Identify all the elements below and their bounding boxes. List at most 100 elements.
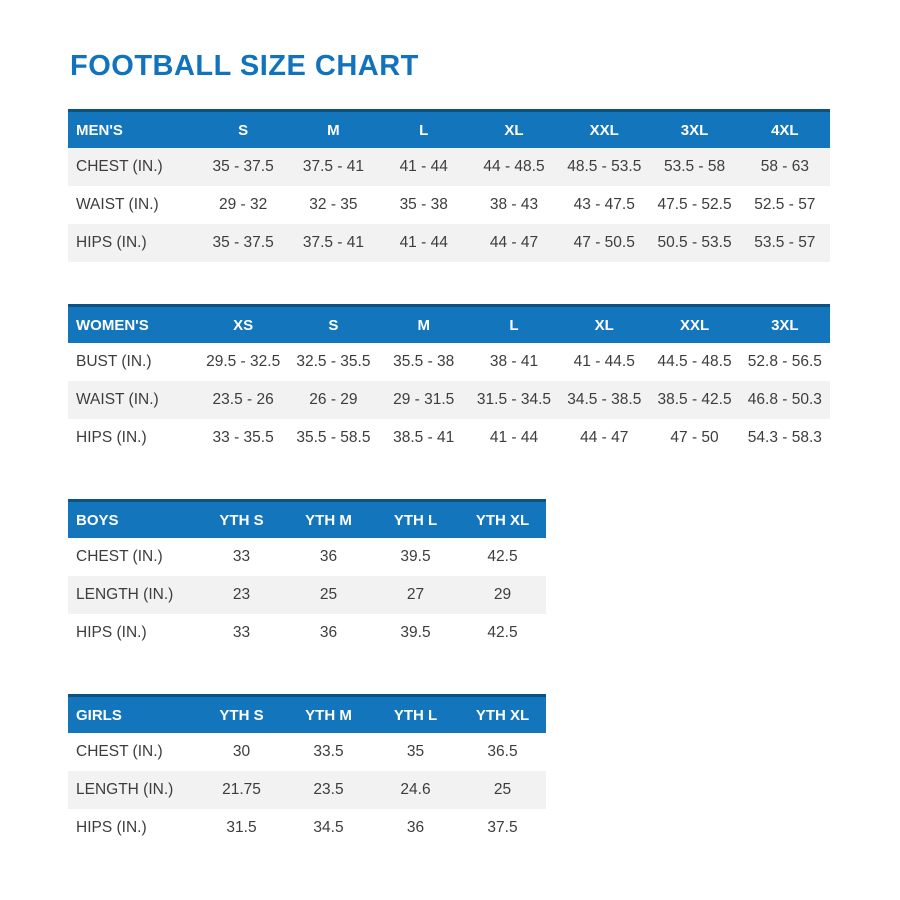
measurement-value-cell: 52.5 - 57 — [739, 186, 830, 224]
measurement-value-cell: 38 - 43 — [468, 186, 560, 224]
measurement-value-cell: 36 — [372, 809, 459, 847]
page-title: FOOTBALL SIZE CHART — [70, 50, 419, 82]
boys-size-table: BOYS YTH S YTH M YTH L YTH XL CHEST (IN.) 33 36… — [68, 499, 546, 652]
measurement-label-text: BUST (IN.) — [76, 352, 152, 370]
size-header-cell: 3XL — [739, 304, 830, 343]
measurement-value-cell: 30 — [198, 733, 285, 771]
measurement-value-cell: 39.5 — [372, 538, 459, 576]
measurement-label-text: CHEST (IN.) — [76, 547, 163, 565]
measurement-label-text: LENGTH (IN.) — [76, 780, 173, 798]
measurement-label-text: HIPS (IN.) — [76, 428, 147, 446]
measurement-row: BUST (IN.) 29.5 - 32.5 32.5 - 35.5 35.5 - 3… — [68, 343, 830, 381]
measurement-value-cell: 36 — [285, 614, 372, 652]
size-header-cell: YTH XL — [459, 499, 546, 538]
size-header-cell: 3XL — [649, 109, 740, 148]
size-header-cell: M — [378, 304, 469, 343]
measurement-value-cell: 36 — [285, 538, 372, 576]
measurement-value-cell: 38.5 - 41 — [378, 419, 469, 457]
measurement-value-cell: 32 - 35 — [288, 186, 379, 224]
measurement-value-cell: 48.5 - 53.5 — [559, 148, 650, 186]
measurement-value-cell: 35 - 37.5 — [198, 224, 289, 262]
size-header-cell: YTH S — [198, 694, 285, 733]
size-header-row: GIRLS YTH S YTH M YTH L YTH XL — [68, 694, 546, 733]
measurement-value-cell: 41 - 44 — [378, 224, 469, 262]
size-header-cell: S — [198, 109, 289, 148]
measurement-label-cell: LENGTH (IN.) — [68, 771, 198, 809]
measurement-value-cell: 35.5 - 38 — [378, 343, 469, 381]
measurement-value-cell: 44.5 - 48.5 — [649, 343, 740, 381]
group-name-header-cell: MEN'S — [68, 109, 198, 148]
measurement-label-cell: HIPS (IN.) — [68, 419, 198, 457]
measurement-row: HIPS (IN.) 33 36 39.5 42.5 — [68, 614, 546, 652]
measurement-row: WAIST (IN.) 29 - 32 32 - 35 35 - 38 38 - 43 4… — [68, 186, 830, 224]
size-header-cell: YTH XL — [459, 694, 546, 733]
group-name-header-cell: WOMEN'S — [68, 304, 198, 343]
measurement-value-cell: 38.5 - 42.5 — [649, 381, 740, 419]
size-header-cell: YTH M — [285, 694, 372, 733]
measurement-value-cell: 33 — [198, 614, 285, 652]
measurement-value-cell: 42.5 — [459, 538, 546, 576]
measurement-label-cell: HIPS (IN.) — [68, 809, 198, 847]
measurement-value-cell: 21.75 — [198, 771, 285, 809]
measurement-value-cell: 41 - 44 — [378, 148, 469, 186]
size-header-cell: S — [288, 304, 379, 343]
size-header-cell: XS — [198, 304, 289, 343]
measurement-value-cell: 33.5 — [285, 733, 372, 771]
size-header-cell: M — [288, 109, 379, 148]
measurement-label-text: HIPS (IN.) — [76, 233, 147, 251]
measurement-value-cell: 42.5 — [459, 614, 546, 652]
measurement-row: LENGTH (IN.) 21.75 23.5 24.6 25 — [68, 771, 546, 809]
measurement-value-cell: 23 — [198, 576, 285, 614]
size-header-cell: XXL — [559, 109, 650, 148]
measurement-value-cell: 50.5 - 53.5 — [649, 224, 740, 262]
womens-size-table: WOMEN'S XS S M L XL XXL 3XL BUST (IN.) 29.5 - 32.… — [68, 304, 830, 457]
size-header-cell: YTH L — [372, 694, 459, 733]
measurement-value-cell: 23.5 — [285, 771, 372, 809]
measurement-label-cell: CHEST (IN.) — [68, 733, 198, 771]
measurement-row: HIPS (IN.) 35 - 37.5 37.5 - 41 41 - 44 44 - … — [68, 224, 830, 262]
measurement-label-cell: HIPS (IN.) — [68, 614, 198, 652]
measurement-label-text: HIPS (IN.) — [76, 818, 147, 836]
measurement-value-cell: 43 - 47.5 — [559, 186, 650, 224]
measurement-value-cell: 25 — [459, 771, 546, 809]
measurement-value-cell: 35 - 37.5 — [198, 148, 289, 186]
size-header-row: BOYS YTH S YTH M YTH L YTH XL — [68, 499, 546, 538]
measurement-row: WAIST (IN.) 23.5 - 26 26 - 29 29 - 31.5 31.5… — [68, 381, 830, 419]
size-header-cell: YTH L — [372, 499, 459, 538]
measurement-value-cell: 39.5 — [372, 614, 459, 652]
measurement-label-cell: BUST (IN.) — [68, 343, 198, 381]
size-header-row: WOMEN'S XS S M L XL XXL 3XL — [68, 304, 830, 343]
measurement-value-cell: 53.5 - 58 — [649, 148, 740, 186]
measurement-label-cell: CHEST (IN.) — [68, 148, 198, 186]
measurement-value-cell: 41 - 44 — [468, 419, 560, 457]
measurement-value-cell: 23.5 - 26 — [198, 381, 289, 419]
measurement-value-cell: 32.5 - 35.5 — [288, 343, 379, 381]
measurement-value-cell: 52.8 - 56.5 — [739, 343, 830, 381]
measurement-label-text: HIPS (IN.) — [76, 623, 147, 641]
group-name-header-cell: BOYS — [68, 499, 198, 538]
measurement-label-cell: CHEST (IN.) — [68, 538, 198, 576]
measurement-label-cell: WAIST (IN.) — [68, 381, 198, 419]
measurement-value-cell: 37.5 — [459, 809, 546, 847]
measurement-value-cell: 37.5 - 41 — [288, 148, 379, 186]
size-header-cell: YTH S — [198, 499, 285, 538]
measurement-value-cell: 41 - 44.5 — [559, 343, 650, 381]
mens-size-table: MEN'S S M L XL XXL 3XL 4XL CHEST (IN.) 35 - 37.5 3… — [68, 109, 830, 262]
measurement-value-cell: 29.5 - 32.5 — [198, 343, 289, 381]
measurement-value-cell: 38 - 41 — [468, 343, 560, 381]
measurement-value-cell: 36.5 — [459, 733, 546, 771]
size-header-cell: XXL — [649, 304, 740, 343]
measurement-row: CHEST (IN.) 35 - 37.5 37.5 - 41 41 - 44 44 -… — [68, 148, 830, 186]
size-header-cell: 4XL — [739, 109, 830, 148]
measurement-row: CHEST (IN.) 33 36 39.5 42.5 — [68, 538, 546, 576]
measurement-value-cell: 47.5 - 52.5 — [649, 186, 740, 224]
measurement-value-cell: 27 — [372, 576, 459, 614]
girls-size-table: GIRLS YTH S YTH M YTH L YTH XL CHEST (IN.) 30 3… — [68, 694, 546, 847]
measurement-row: CHEST (IN.) 30 33.5 35 36.5 — [68, 733, 546, 771]
measurement-value-cell: 34.5 - 38.5 — [559, 381, 650, 419]
measurement-label-cell: WAIST (IN.) — [68, 186, 198, 224]
measurement-value-cell: 47 - 50.5 — [559, 224, 650, 262]
measurement-value-cell: 53.5 - 57 — [739, 224, 830, 262]
measurement-value-cell: 24.6 — [372, 771, 459, 809]
measurement-value-cell: 29 - 31.5 — [378, 381, 469, 419]
